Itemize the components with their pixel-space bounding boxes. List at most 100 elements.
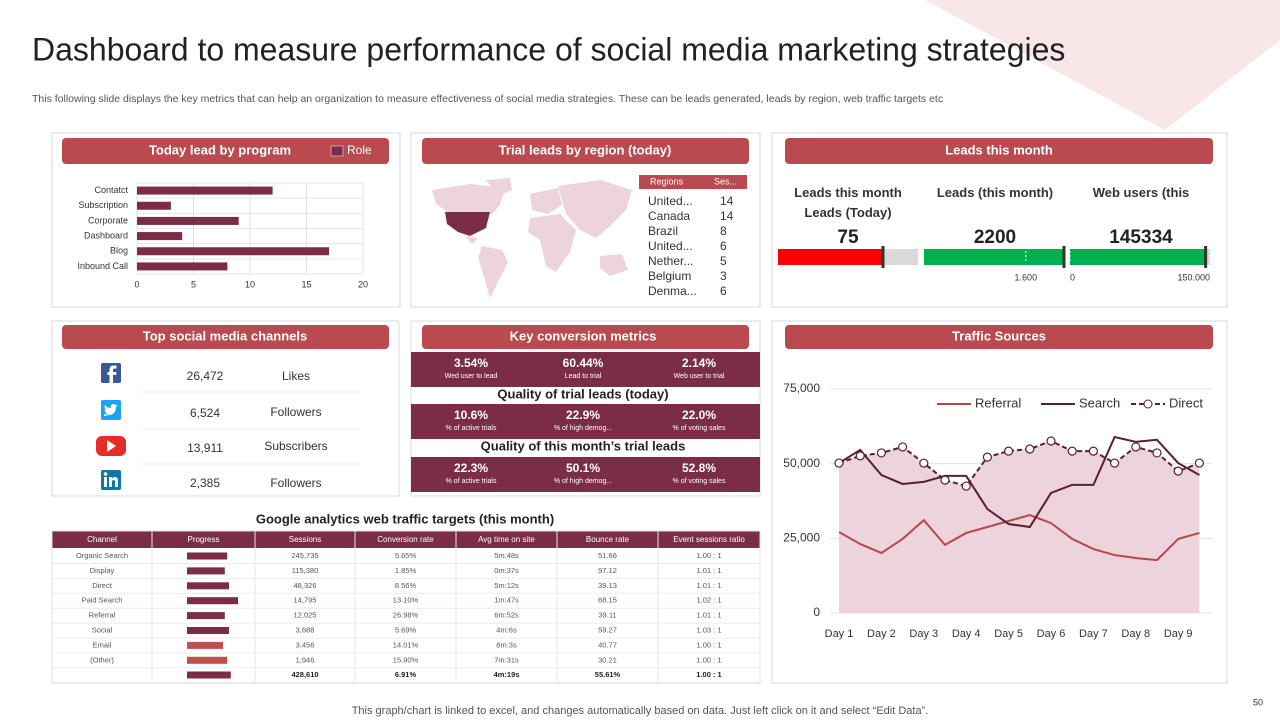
region-name: Belgium <box>648 269 691 283</box>
cell: 40.77 <box>598 640 617 649</box>
point <box>919 458 929 468</box>
legend-label: Referral <box>975 395 1021 410</box>
cell: 3,456 <box>296 640 315 649</box>
panel-header <box>62 325 389 349</box>
gauge-bar <box>778 249 883 265</box>
y-tick-label: Corporate <box>88 215 128 225</box>
region-value: 6 <box>720 239 727 253</box>
cell: Direct <box>92 581 113 590</box>
cell: 3,688 <box>296 625 315 634</box>
map-region <box>486 178 512 196</box>
table-border <box>51 530 761 684</box>
point <box>1152 448 1162 458</box>
point <box>961 481 971 491</box>
x-tick-label: 15 <box>301 279 311 289</box>
map-region <box>478 246 508 298</box>
bar <box>137 201 171 210</box>
metric-label: % of high demog... <box>554 478 612 485</box>
cell: 55.61% <box>595 670 621 679</box>
gauge-value: 145334 <box>1109 227 1173 248</box>
point <box>834 458 844 468</box>
progress-bar <box>187 656 228 664</box>
line <box>838 439 1200 488</box>
panel-header <box>422 325 749 349</box>
bar <box>137 232 183 241</box>
cell: 51.66 <box>598 551 617 560</box>
cell: 14.01% <box>393 640 419 649</box>
cell: Social <box>92 625 113 634</box>
progress-bar <box>187 641 223 649</box>
region-value: 3 <box>720 269 727 283</box>
cell: 6.91% <box>395 670 417 679</box>
region-name: Nether... <box>648 254 693 268</box>
gauge-value: 2200 <box>974 227 1016 248</box>
metric-label: % of active trials <box>446 478 497 485</box>
metric-block <box>411 404 760 439</box>
cell: 30.21 <box>598 655 617 664</box>
y-tick-label: 25,000 <box>783 531 820 545</box>
page-title: Dashboard to measure performance of soci… <box>32 31 1065 67</box>
progress-bar <box>187 552 228 560</box>
column-header: Bounce rate <box>586 535 630 544</box>
x-tick-label: Day 5 <box>994 628 1023 640</box>
page-subtitle: This following slide displays the key me… <box>32 93 943 105</box>
gauge-tick-label: 0 <box>1070 272 1075 282</box>
x-tick-label: Day 6 <box>1037 628 1066 640</box>
metric-value: 22.0% <box>682 408 716 422</box>
metric-label: Web user to trial <box>674 373 725 380</box>
region-name: United... <box>648 239 693 253</box>
panel-header <box>785 325 1213 349</box>
point <box>897 442 908 452</box>
legend-label: Role <box>347 143 372 157</box>
region-value: 6 <box>720 284 727 298</box>
cell: 1m:47s <box>494 596 519 605</box>
social-icon <box>101 400 121 420</box>
panel-header <box>62 138 389 164</box>
metric-value: 22.3% <box>454 461 488 475</box>
point <box>1088 446 1099 456</box>
y-tick-label: Blog <box>110 246 128 256</box>
cell: 1.01 : 1 <box>696 611 721 620</box>
group-heading: Quality of this month’s trial leads <box>481 438 686 453</box>
column-header: Channel <box>87 535 117 544</box>
gauge-label: Web users (this <box>1092 185 1190 200</box>
metric-label: Lead to trial <box>565 373 602 380</box>
column-header: Event sessions ratio <box>673 535 745 544</box>
metric-value: 60.44% <box>563 356 604 370</box>
panel-header <box>422 138 749 164</box>
progress-bar <box>187 671 231 679</box>
panel-title: Leads this month <box>945 142 1053 157</box>
cell: 59.27 <box>598 625 617 634</box>
point <box>1025 444 1035 454</box>
cell: Referral <box>89 611 116 620</box>
cell: 5.69% <box>395 625 417 634</box>
point <box>1173 466 1183 476</box>
cell: 12,025 <box>294 611 317 620</box>
point <box>940 475 950 485</box>
x-tick-label: Day 3 <box>909 628 938 640</box>
icon-glyph <box>107 365 117 383</box>
line <box>838 513 1200 562</box>
social-metric: Followers <box>270 476 321 490</box>
y-tick-label: 50,000 <box>783 456 820 470</box>
map-region <box>465 236 478 244</box>
region-value: 8 <box>720 224 727 238</box>
cell: Organic Search <box>76 551 128 560</box>
gauge-bar <box>1070 249 1206 265</box>
cell: 5m:48s <box>494 551 519 560</box>
legend-label: Direct <box>1169 395 1203 410</box>
point <box>1109 458 1120 468</box>
metric-label: % of voting sales <box>673 425 726 432</box>
legend-swatch <box>330 145 344 157</box>
region-value: 14 <box>720 194 734 208</box>
bar <box>137 262 228 271</box>
cell: 1.01 : 1 <box>696 581 721 590</box>
point <box>876 448 887 458</box>
y-tick-label: Subscription <box>78 200 128 210</box>
metric-block <box>411 352 760 387</box>
social-icon <box>101 470 121 490</box>
bar <box>137 216 239 225</box>
region-name: United... <box>648 194 693 208</box>
icon-glyph <box>103 472 108 476</box>
